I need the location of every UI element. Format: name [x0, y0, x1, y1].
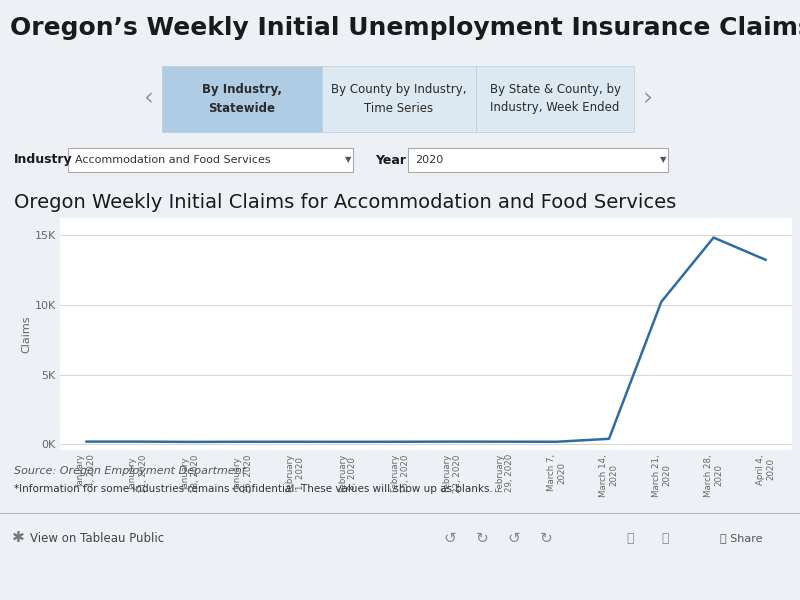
Text: ▼: ▼ [660, 155, 666, 164]
Text: By State & County, by
Industry, Week Ended: By State & County, by Industry, Week End… [490, 83, 621, 115]
Text: Accommodation and Food Services: Accommodation and Food Services [75, 155, 270, 165]
FancyBboxPatch shape [322, 66, 476, 132]
Text: 2020: 2020 [415, 155, 443, 165]
Text: By County by Industry,
Time Series: By County by Industry, Time Series [331, 83, 466, 115]
Text: ↺: ↺ [444, 530, 456, 545]
Text: Year: Year [375, 154, 406, 166]
Text: ↻: ↻ [476, 530, 488, 545]
FancyBboxPatch shape [476, 66, 634, 132]
Text: ›: › [643, 87, 653, 111]
Text: ✱: ✱ [12, 530, 24, 545]
Text: ↻: ↻ [540, 530, 552, 545]
Text: View on Tableau Public: View on Tableau Public [30, 532, 164, 545]
Text: ⬜: ⬜ [662, 532, 669, 545]
Text: *Information for some industries remains confidential. These values will show up: *Information for some industries remains… [14, 484, 493, 494]
Y-axis label: Claims: Claims [22, 315, 32, 353]
FancyBboxPatch shape [408, 148, 668, 172]
Text: Industry: Industry [14, 154, 73, 166]
FancyBboxPatch shape [162, 66, 322, 132]
FancyBboxPatch shape [68, 148, 353, 172]
Text: Source: Oregon Employment Department: Source: Oregon Employment Department [14, 466, 246, 476]
Text: ↺: ↺ [508, 530, 520, 545]
Text: ⬜: ⬜ [626, 532, 634, 545]
Text: Oregon’s Weekly Initial Unemployment Insurance Claims: Oregon’s Weekly Initial Unemployment Ins… [10, 16, 800, 40]
Text: Oregon Weekly Initial Claims for Accommodation and Food Services: Oregon Weekly Initial Claims for Accommo… [14, 193, 676, 211]
Text: 🔗 Share: 🔗 Share [720, 533, 762, 543]
Text: ▼: ▼ [345, 155, 351, 164]
Text: By Industry,
Statewide: By Industry, Statewide [202, 83, 282, 115]
Text: ‹: ‹ [143, 87, 153, 111]
